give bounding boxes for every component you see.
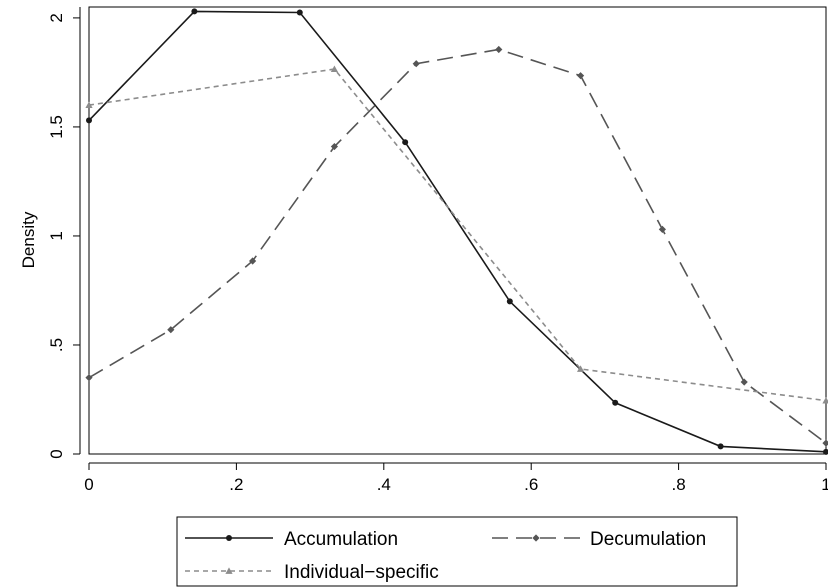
data-point	[86, 117, 92, 124]
data-point	[823, 448, 828, 455]
legend-label: Individual−specific	[284, 562, 439, 583]
data-point	[85, 374, 93, 382]
series-accumulation	[86, 8, 828, 455]
series-individual-specific	[85, 65, 828, 404]
legend-label: Decumulation	[590, 529, 706, 550]
data-point	[167, 326, 175, 334]
data-point	[402, 139, 409, 146]
data-point	[85, 101, 93, 109]
plot-frame	[88, 6, 827, 455]
x-tick-label: .2	[229, 475, 243, 494]
data-point	[576, 365, 585, 372]
x-tick-label: 0	[84, 475, 93, 494]
data-point	[225, 567, 233, 574]
series-line	[88, 68, 827, 402]
data-point	[576, 72, 585, 80]
x-tick-label: .6	[524, 475, 538, 494]
series-line	[88, 10, 827, 453]
y-tick-label: 1.5	[47, 115, 66, 139]
series-layer	[85, 8, 828, 455]
legend-label: Accumulation	[284, 529, 398, 550]
legend-entry: Accumulation	[185, 529, 398, 550]
data-point	[658, 225, 666, 234]
data-point	[532, 534, 540, 542]
data-point	[249, 257, 257, 265]
data-point	[612, 399, 619, 406]
y-tick-label: 0	[47, 449, 66, 458]
series-decumulation	[85, 45, 828, 447]
y-tick-label: 2	[47, 13, 66, 22]
legend-entry: Individual−specific	[185, 562, 439, 583]
data-point	[330, 142, 339, 151]
y-tick-label: 1	[47, 231, 66, 240]
data-point	[191, 8, 198, 15]
x-tick-label: 1	[821, 475, 828, 494]
axes: 0 .2 .4 .6 .8 1 0 .5 1 1.5 2 Density	[19, 6, 828, 494]
y-tick-label: .5	[47, 338, 66, 352]
data-point	[717, 443, 724, 450]
legend: Accumulation Decumulation Individual−speci…	[176, 516, 738, 587]
data-point	[740, 378, 748, 386]
data-point	[822, 396, 828, 404]
data-point	[296, 9, 303, 16]
x-tick-label: .8	[672, 475, 686, 494]
data-point	[495, 45, 503, 54]
data-point	[822, 439, 828, 447]
series-line	[88, 48, 827, 444]
legend-box	[176, 516, 738, 587]
data-point	[506, 298, 513, 305]
legend-entry: Decumulation	[492, 529, 706, 550]
x-tick-label: .4	[377, 475, 391, 494]
data-point	[412, 60, 420, 68]
data-point	[226, 535, 232, 541]
data-point	[330, 65, 339, 73]
y-axis-title: Density	[19, 211, 38, 268]
